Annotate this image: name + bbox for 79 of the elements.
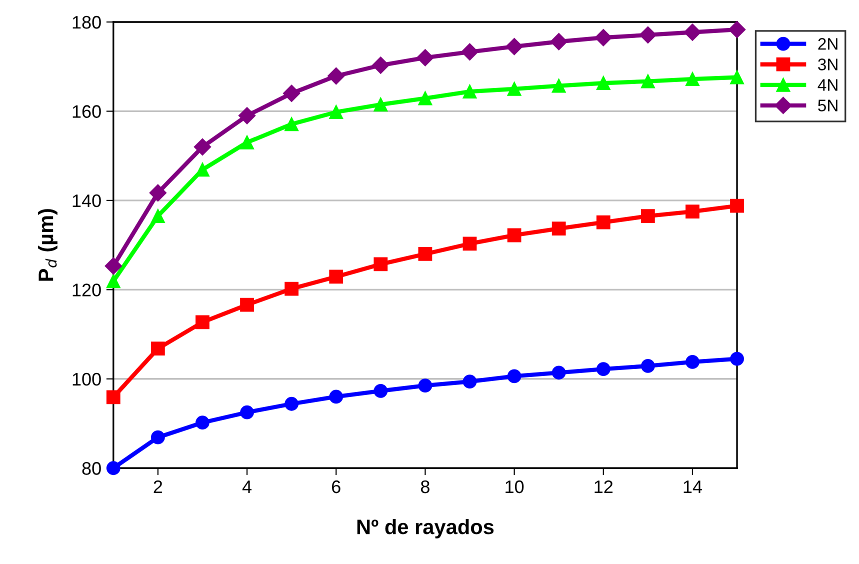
point (240, 405, 254, 420)
point (106, 461, 120, 476)
point (240, 298, 254, 312)
point (640, 209, 655, 224)
y-tick-label: 80 (82, 462, 101, 475)
point (552, 78, 566, 93)
point (596, 362, 610, 376)
point (418, 378, 432, 393)
x-tick-label: 6 (332, 480, 340, 494)
point (684, 24, 702, 41)
point (686, 355, 700, 369)
x-tick-label: 14 (684, 480, 702, 494)
y-tick-label: 160 (72, 105, 101, 118)
point (550, 33, 568, 50)
point (196, 315, 210, 330)
point (150, 342, 165, 356)
x-tick-label: 4 (242, 480, 252, 494)
x-tick-label: 12 (594, 480, 613, 494)
point (507, 82, 522, 96)
point (461, 43, 478, 60)
point (329, 105, 344, 120)
point (640, 74, 655, 88)
point (196, 416, 210, 430)
y-tick-label: 140 (72, 194, 101, 208)
point (686, 72, 700, 86)
point (506, 38, 523, 56)
point (372, 56, 390, 74)
point (283, 84, 300, 102)
point (507, 228, 522, 242)
point (462, 374, 477, 389)
point (106, 390, 120, 404)
point (462, 236, 477, 251)
point (329, 390, 344, 404)
point (150, 430, 165, 444)
y-tick-label: 100 (72, 372, 101, 386)
point (196, 162, 210, 177)
x-axis-title: Nº de rayados (357, 518, 494, 538)
point (730, 70, 744, 84)
point (284, 282, 299, 296)
point (730, 198, 744, 213)
x-tick-label: 8 (420, 480, 430, 494)
point (640, 359, 655, 373)
point (240, 136, 254, 150)
point (374, 98, 388, 112)
point (728, 21, 746, 38)
x-tick-label: 10 (506, 480, 524, 494)
legend-label: 3N (818, 58, 838, 70)
point (507, 369, 522, 384)
point (284, 117, 299, 132)
point (594, 29, 612, 46)
y-tick-label: 120 (72, 284, 101, 296)
point (284, 396, 299, 411)
point (104, 257, 122, 275)
legend-label: 2N (818, 38, 838, 50)
y-axis-title: P$_{d}$ (µm) (38, 209, 58, 281)
point (639, 26, 656, 44)
point (194, 138, 212, 156)
point (418, 91, 432, 106)
legend-label: 5N (818, 100, 838, 112)
point (686, 204, 700, 219)
point (149, 184, 166, 202)
x-tick-label: 2 (154, 480, 162, 494)
legend-label: 4N (818, 79, 838, 91)
point (462, 84, 477, 99)
point (552, 366, 566, 380)
point (416, 49, 434, 66)
point (329, 270, 344, 284)
point (418, 247, 432, 261)
point (150, 209, 165, 224)
point (552, 222, 566, 236)
point (730, 352, 744, 366)
point (374, 257, 388, 272)
point (328, 67, 345, 85)
point (596, 215, 610, 230)
y-tick-label: 180 (72, 16, 101, 29)
point (596, 76, 610, 90)
point (106, 274, 120, 288)
point (238, 107, 256, 124)
point (374, 384, 388, 398)
